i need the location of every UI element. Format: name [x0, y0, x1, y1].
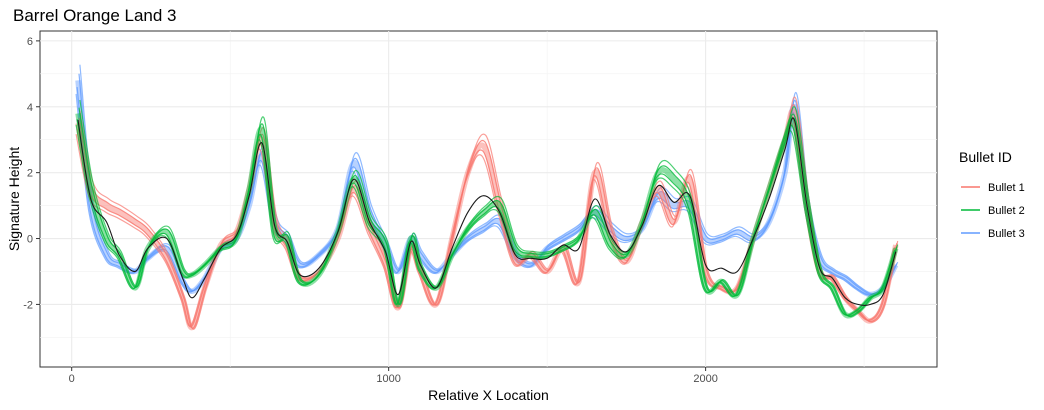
legend-title: Bullet ID: [959, 149, 1012, 165]
plot-panel: [39, 30, 938, 368]
axis-ticks: -2 0 2 4 6 0 1000 2000: [23, 36, 718, 385]
y-tick-label: 0: [27, 234, 33, 246]
x-tick-label: 0: [69, 373, 75, 385]
series-bullet-2: [75, 99, 899, 319]
x-tick-label: 2000: [693, 373, 717, 385]
legend-label: Bullet 2: [988, 205, 1025, 217]
legend-label: Bullet 1: [988, 182, 1025, 194]
legend: Bullet ID Bullet 1 Bullet 2 Bullet 3: [959, 149, 1025, 240]
y-tick-label: -2: [23, 299, 33, 311]
y-tick-label: 4: [27, 102, 33, 114]
series-line: [76, 118, 896, 317]
series-layer: [75, 64, 899, 331]
legend-label: Bullet 3: [988, 228, 1025, 240]
y-tick-label: 6: [27, 36, 33, 48]
x-axis-title: Relative X Location: [428, 387, 549, 403]
x-tick-label: 1000: [376, 373, 400, 385]
chart-title: Barrel Orange Land 3: [13, 6, 177, 25]
summary-line: [77, 117, 897, 306]
grid: [40, 31, 937, 367]
y-tick-label: 2: [27, 168, 33, 180]
y-axis-title: Signature Height: [6, 147, 22, 251]
